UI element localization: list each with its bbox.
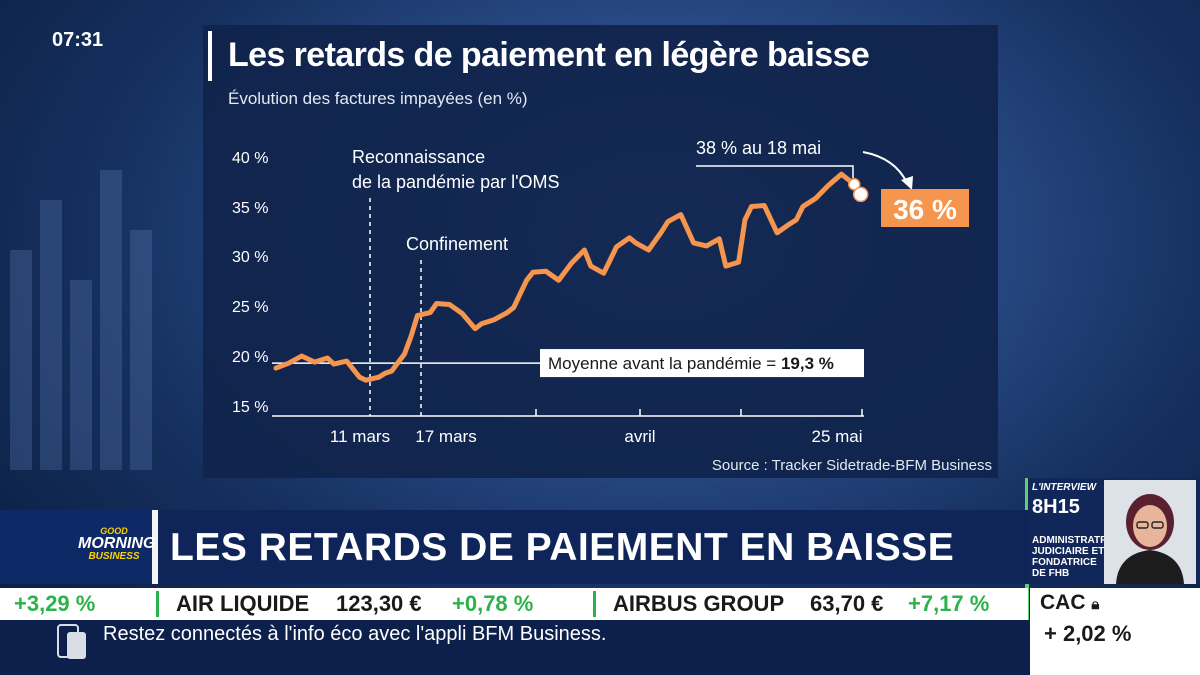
peak-data-point xyxy=(848,178,861,191)
ticker-stock-name: AIR LIQUIDE xyxy=(176,591,310,616)
ticker-separator xyxy=(156,591,159,617)
y-tick-label: 40 % xyxy=(232,150,268,167)
y-tick-label: 25 % xyxy=(232,299,268,316)
lower-third-accent xyxy=(0,510,152,584)
x-tick-label: avril xyxy=(624,427,655,446)
x-tick-label: 25 mai xyxy=(811,427,862,446)
background-decoration xyxy=(10,170,152,470)
phone-icon xyxy=(57,624,86,659)
last-data-point xyxy=(852,186,869,203)
logo-line: GOOD xyxy=(100,526,128,536)
title-accent-bar xyxy=(208,31,212,81)
logo-line: MORNING xyxy=(78,535,156,552)
ticker-change: +3,29 % xyxy=(14,591,96,616)
reference-label: Moyenne avant la pandémie = 19,3 % xyxy=(548,354,834,373)
interview-label: L'INTERVIEW xyxy=(1032,482,1097,493)
chart-panel xyxy=(203,25,998,478)
chart-source: Source : Tracker Sidetrade-BFM Business xyxy=(711,457,992,474)
chart-title: Les retards de paiement en légère baisse xyxy=(228,36,870,74)
footer-bar xyxy=(0,620,1030,675)
ticker-change: +7,17 % xyxy=(908,591,990,616)
oms-annotation-line2: de la pandémie par l'OMS xyxy=(352,172,560,192)
lock-icon: 🔒︎ xyxy=(1091,596,1100,613)
cac-name: CAC 🔒︎ xyxy=(1040,591,1100,614)
oms-annotation-line1: Reconnaissance xyxy=(352,147,485,167)
cac-value: + 2,02 % xyxy=(1044,621,1132,646)
ticker-change: +0,78 % xyxy=(452,591,534,616)
x-tick-label: 17 mars xyxy=(415,427,476,446)
headline-banner: LES RETARDS DE PAIEMENT EN BAISSE xyxy=(158,510,1028,584)
cac-box xyxy=(1030,588,1200,675)
guest-portrait xyxy=(1104,480,1196,584)
arrow-icon xyxy=(862,151,908,184)
x-tick-label: 11 mars xyxy=(330,427,390,446)
confinement-annotation: Confinement xyxy=(406,234,508,254)
stock-ticker xyxy=(0,588,1028,620)
clock: 07:31 xyxy=(52,29,104,51)
ticker-stock-price: 123,30 € xyxy=(336,591,422,616)
last-value-label: 36 % xyxy=(893,194,957,225)
y-tick-label: 20 % xyxy=(232,349,268,366)
interview-role: ADMINISTRATRICE JUDICIAIRE ET FONDATRICE… xyxy=(1032,535,1125,579)
logo-line: BUSINESS xyxy=(88,551,140,562)
peak-leader-line xyxy=(696,165,854,178)
y-tick-label: 30 % xyxy=(232,249,268,266)
y-tick-label: 15 % xyxy=(232,399,268,416)
ticker-separator xyxy=(593,591,596,617)
y-axis-labels: 40 % 35 % 30 % 25 % 20 % 15 % xyxy=(232,150,268,416)
ticker-stock-price: 63,70 € xyxy=(810,591,884,616)
ticker-stock-name: AIRBUS GROUP xyxy=(613,591,785,616)
chart-subtitle: Évolution des factures impayées (en %) xyxy=(228,89,528,108)
data-points xyxy=(848,178,869,203)
headline-text: LES RETARDS DE PAIEMENT EN BAISSE xyxy=(170,526,955,569)
footer-text: Restez connectés à l'info éco avec l'app… xyxy=(103,623,607,645)
interview-time: 8H15 xyxy=(1032,496,1080,518)
show-logo: GOOD MORNING BUSINESS xyxy=(78,526,156,562)
last-value-box xyxy=(881,189,969,227)
arrow-head-icon xyxy=(901,176,913,190)
peak-annotation: 38 % au 18 mai xyxy=(696,138,821,158)
data-line xyxy=(273,171,864,383)
y-tick-label: 35 % xyxy=(232,200,268,217)
reference-label-box xyxy=(540,349,864,378)
